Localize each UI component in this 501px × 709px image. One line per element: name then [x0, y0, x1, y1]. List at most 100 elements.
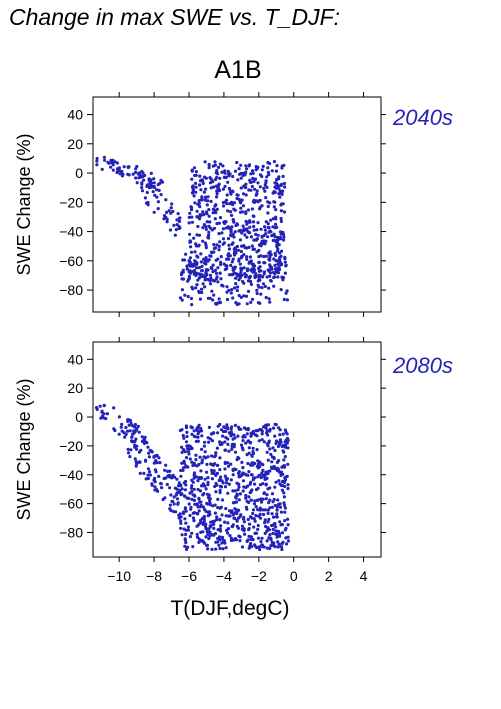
data-point	[247, 164, 251, 168]
data-point	[234, 282, 238, 286]
data-point	[249, 300, 253, 304]
data-point	[283, 519, 287, 523]
data-point	[278, 428, 282, 432]
x-tick-label: −10	[107, 568, 131, 584]
data-point	[251, 451, 256, 456]
data-point	[200, 461, 204, 465]
data-point	[264, 254, 268, 258]
data-point	[160, 486, 164, 490]
data-point	[230, 509, 234, 513]
data-point	[280, 249, 284, 253]
data-point	[271, 225, 275, 229]
data-point	[206, 199, 210, 203]
data-point	[270, 492, 275, 496]
data-point	[115, 161, 119, 165]
data-point	[206, 476, 210, 480]
data-point	[219, 475, 223, 479]
data-point	[242, 266, 246, 270]
data-point	[202, 257, 206, 261]
data-point	[155, 188, 159, 192]
data-point	[229, 233, 233, 237]
data-point	[204, 487, 208, 491]
data-point	[156, 183, 160, 187]
data-point	[177, 513, 181, 517]
data-point	[225, 297, 230, 302]
data-point	[128, 418, 133, 423]
data-point	[240, 254, 244, 258]
data-point	[211, 207, 215, 211]
data-point	[282, 491, 286, 495]
data-point	[281, 232, 286, 236]
data-point	[152, 454, 156, 458]
data-point	[134, 170, 138, 174]
data-point	[205, 212, 209, 216]
data-point	[218, 488, 222, 492]
data-point	[202, 514, 206, 519]
data-point	[260, 168, 264, 172]
data-point	[204, 270, 208, 274]
data-point	[236, 455, 240, 460]
data-point	[248, 482, 252, 486]
data-point	[239, 186, 243, 190]
data-point	[280, 275, 284, 279]
data-point	[178, 428, 182, 433]
data-point	[209, 462, 213, 466]
data-point	[120, 422, 124, 426]
data-point	[168, 507, 172, 511]
page-title: Change in max SWE vs. T_DJF:	[9, 4, 341, 30]
data-point	[208, 220, 212, 224]
data-point	[171, 509, 176, 514]
data-point	[237, 197, 241, 202]
data-point	[247, 245, 251, 249]
data-point	[238, 539, 242, 543]
data-point	[157, 456, 161, 460]
data-point	[140, 435, 144, 439]
data-point	[150, 482, 154, 486]
data-point	[274, 169, 278, 173]
data-point	[237, 470, 241, 474]
data-point	[253, 531, 257, 535]
data-point	[221, 204, 226, 208]
data-point	[233, 169, 238, 173]
data-point	[274, 215, 278, 219]
data-point	[246, 439, 250, 443]
data-point	[282, 238, 286, 242]
data-point	[188, 256, 192, 260]
data-point	[182, 448, 186, 452]
data-point	[238, 228, 242, 232]
data-point	[218, 518, 222, 522]
data-point	[284, 264, 288, 268]
data-point	[237, 534, 241, 538]
data-point	[223, 541, 227, 545]
data-point	[149, 178, 153, 182]
data-point	[236, 274, 240, 278]
data-point	[198, 297, 202, 301]
data-point	[283, 260, 287, 264]
scenario-title: A1B	[214, 56, 262, 84]
data-point	[246, 461, 250, 466]
data-point	[179, 474, 183, 478]
data-point	[259, 227, 263, 231]
data-point	[244, 182, 248, 186]
data-point	[283, 455, 287, 459]
data-point	[206, 195, 210, 199]
data-point	[239, 474, 243, 478]
data-point	[276, 247, 280, 251]
data-point	[263, 183, 267, 187]
data-point	[148, 473, 152, 477]
data-point	[231, 467, 235, 472]
data-point	[151, 190, 155, 194]
data-point	[286, 535, 290, 539]
data-point	[243, 472, 247, 476]
data-point	[205, 220, 209, 224]
data-point	[201, 226, 205, 230]
data-point	[117, 432, 121, 436]
data-point	[252, 228, 256, 232]
data-point	[243, 435, 247, 439]
data-point	[210, 468, 214, 472]
data-point	[216, 536, 220, 541]
data-point	[267, 536, 271, 540]
data-point	[258, 301, 262, 305]
data-point	[256, 165, 260, 169]
data-point	[278, 261, 282, 265]
